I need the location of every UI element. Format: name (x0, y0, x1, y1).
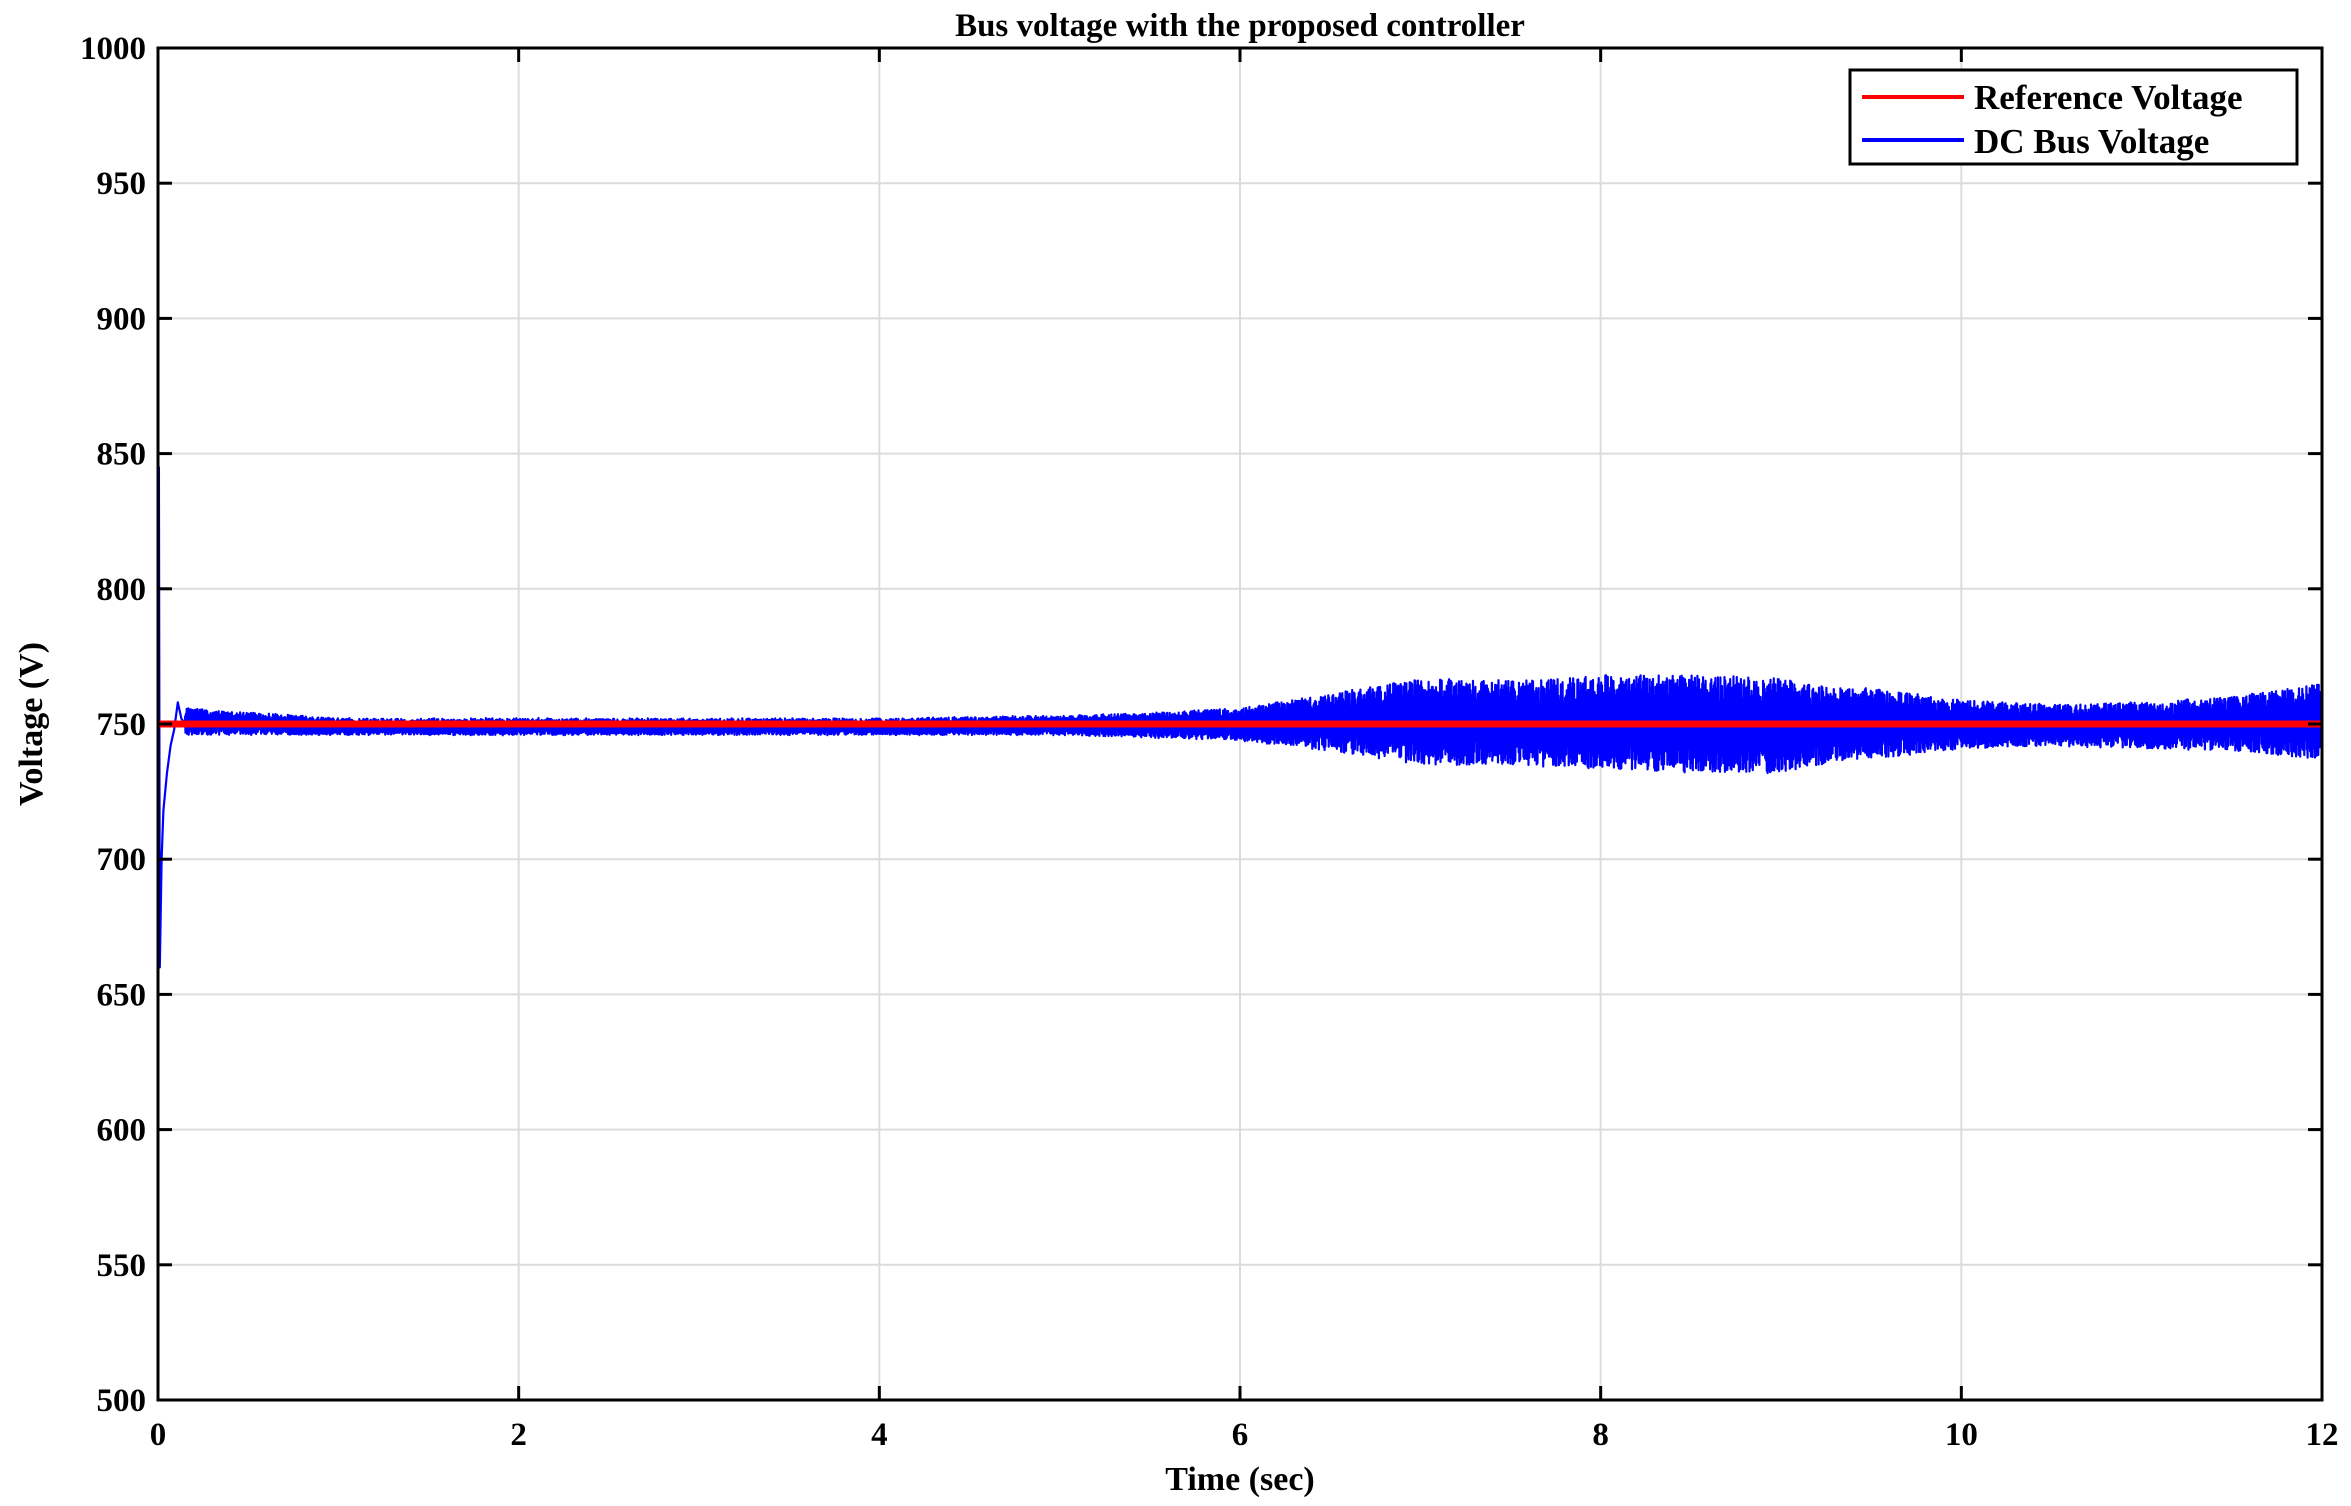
y-tick-label: 700 (97, 842, 147, 878)
x-axis-title: Time (sec) (1165, 1461, 1314, 1498)
x-tick-label: 2 (510, 1417, 527, 1453)
y-tick-label: 950 (97, 166, 147, 202)
x-tick-label: 6 (1232, 1417, 1249, 1453)
legend-box (1848, 68, 2299, 166)
x-tick-label: 4 (871, 1417, 888, 1453)
x-tick-labels: 0 2 4 6 8 10 12 (150, 1417, 2339, 1453)
y-tick-label: 850 (97, 437, 147, 473)
y-tick-labels: 500 550 600 650 700 750 800 850 900 950 1000 (80, 31, 146, 1419)
y-tick-label: 900 (97, 301, 147, 337)
y-tick-label: 1000 (80, 31, 146, 67)
x-tick-label: 0 (150, 1417, 167, 1453)
y-tick-label: 800 (97, 572, 147, 608)
axis-ticks (156, 46, 2324, 1402)
x-tick-label: 12 (2306, 1417, 2339, 1453)
y-tick-label: 650 (97, 977, 147, 1013)
y-tick-label: 750 (97, 707, 147, 743)
y-tick-label: 500 (97, 1383, 147, 1419)
y-tick-label: 550 (97, 1248, 147, 1284)
y-tick-label: 600 (97, 1113, 147, 1149)
chart-title: Bus voltage with the proposed controller (955, 8, 1525, 44)
x-tick-label: 8 (1592, 1417, 1609, 1453)
legend-label-reference: Reference Voltage (1974, 78, 2243, 117)
x-tick-label: 10 (1945, 1417, 1978, 1453)
y-axis-title: Voltage (V) (13, 642, 50, 806)
data-layer (158, 466, 2322, 1400)
legend-label-dc-bus: DC Bus Voltage (1974, 122, 2209, 161)
legend: Reference Voltage DC Bus Voltage (1848, 68, 2299, 166)
